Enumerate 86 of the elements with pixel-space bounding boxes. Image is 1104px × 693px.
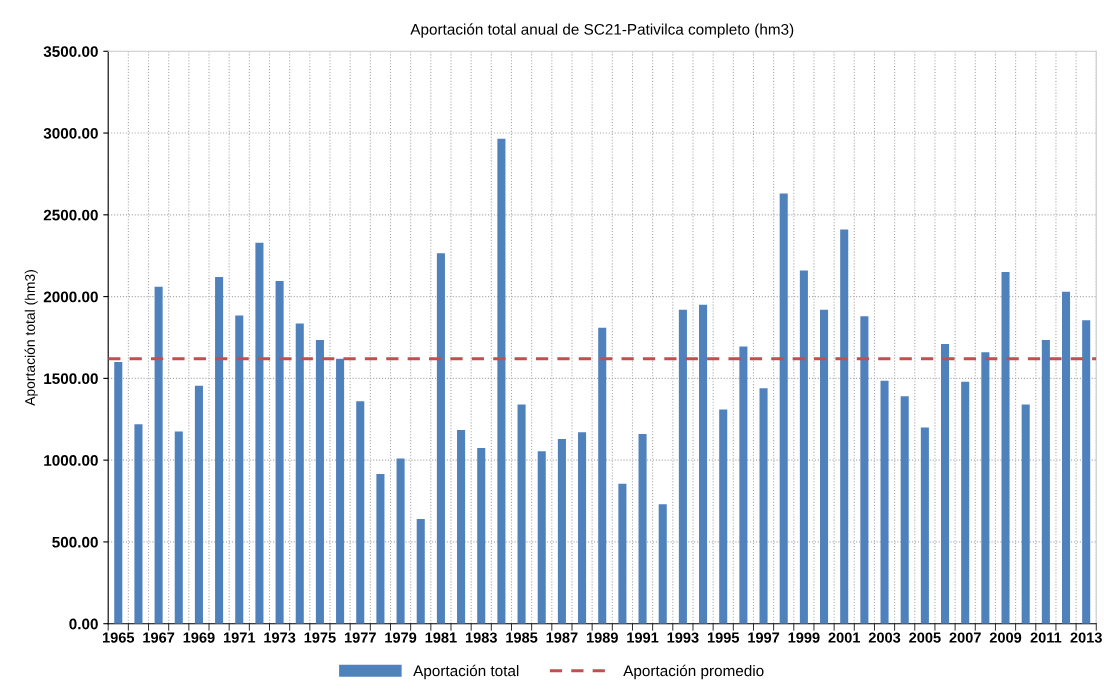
bar (739, 346, 748, 624)
y-tick-label: 500.00 (52, 536, 98, 548)
bar (941, 344, 950, 624)
bar (235, 315, 244, 624)
bar (779, 193, 788, 624)
x-tick-label: 1985 (506, 632, 538, 643)
y-tick-label: 0.00 (69, 618, 98, 630)
bar (699, 304, 708, 624)
bar (396, 458, 405, 624)
bar (275, 281, 284, 624)
bar (719, 409, 728, 624)
bar (1082, 320, 1091, 624)
x-tick-label: 1991 (627, 632, 659, 643)
x-tick-label: 2005 (909, 632, 941, 643)
x-tick-label: 1997 (748, 632, 780, 643)
bar (920, 427, 929, 624)
x-tick-label: 1989 (586, 632, 618, 643)
y-tick-label: 2500.00 (43, 209, 98, 221)
bar (1061, 291, 1071, 624)
bar (1021, 404, 1030, 624)
bar (578, 432, 587, 624)
x-tick-label: 1977 (344, 632, 376, 643)
bar (517, 404, 526, 624)
x-tick-label: 1971 (223, 632, 256, 643)
bar (598, 327, 607, 624)
x-tick-label: 1969 (183, 632, 215, 643)
x-tick-label: 1967 (143, 632, 175, 643)
x-tick-label: 2009 (989, 632, 1022, 643)
bar (678, 309, 687, 624)
y-tick-label: 1000.00 (44, 455, 98, 466)
bar (1001, 272, 1010, 624)
bar (154, 286, 163, 624)
chart-title: Aportación total anual de SC21-Pativilca completo (hm3) (410, 23, 794, 38)
x-tick-label: 1987 (546, 632, 578, 643)
bar (557, 438, 566, 624)
y-tick-label: 3500.00 (43, 46, 98, 57)
bar (376, 474, 385, 624)
bar (134, 424, 143, 624)
x-tick-label: 1979 (385, 632, 417, 643)
bar (618, 483, 627, 624)
bar (658, 504, 667, 624)
bar (981, 352, 990, 624)
x-tick-label: 1975 (304, 632, 336, 643)
bar (336, 358, 345, 624)
bar (961, 381, 970, 624)
bar (114, 362, 123, 624)
bar (1041, 339, 1050, 624)
x-tick-label: 2007 (949, 632, 981, 643)
y-tick-label: 3000.00 (43, 127, 98, 139)
x-tick-label: 1999 (788, 632, 820, 643)
x-tick-label: 1995 (707, 632, 740, 643)
x-tick-label: 1993 (667, 632, 699, 643)
bar (880, 380, 889, 624)
bar (315, 339, 324, 624)
y-tick-label: 2000.00 (43, 291, 98, 303)
bar (537, 451, 546, 624)
bar (457, 429, 466, 624)
bar (436, 253, 445, 624)
x-tick-label: 2013 (1070, 632, 1102, 643)
bar (215, 276, 224, 624)
bar (840, 229, 849, 624)
bar (860, 316, 869, 624)
legend-label: Aportación promedio (623, 664, 764, 680)
x-tick-label: 1983 (465, 632, 497, 643)
bar (759, 388, 768, 624)
legend-label: Aportación total (413, 664, 519, 680)
x-tick-label: 1981 (425, 632, 457, 643)
bar (497, 138, 506, 624)
x-tick-label: 2003 (868, 632, 901, 643)
bar (194, 385, 203, 624)
bar (799, 270, 808, 624)
bar (295, 323, 304, 624)
x-tick-label: 1973 (264, 632, 296, 643)
bar (356, 401, 365, 624)
x-tick-label: 2011 (1030, 632, 1062, 643)
y-axis-title: Aportación total (hm3) (24, 270, 38, 406)
bar (477, 447, 486, 624)
bar (638, 433, 647, 624)
bar (416, 519, 425, 624)
bar (820, 309, 829, 624)
bar (900, 396, 909, 624)
y-tick-label: 1500.00 (44, 373, 98, 385)
bar (255, 242, 264, 624)
x-tick-label: 1965 (102, 632, 135, 643)
bar (174, 431, 183, 624)
x-tick-label: 2001 (828, 632, 861, 643)
